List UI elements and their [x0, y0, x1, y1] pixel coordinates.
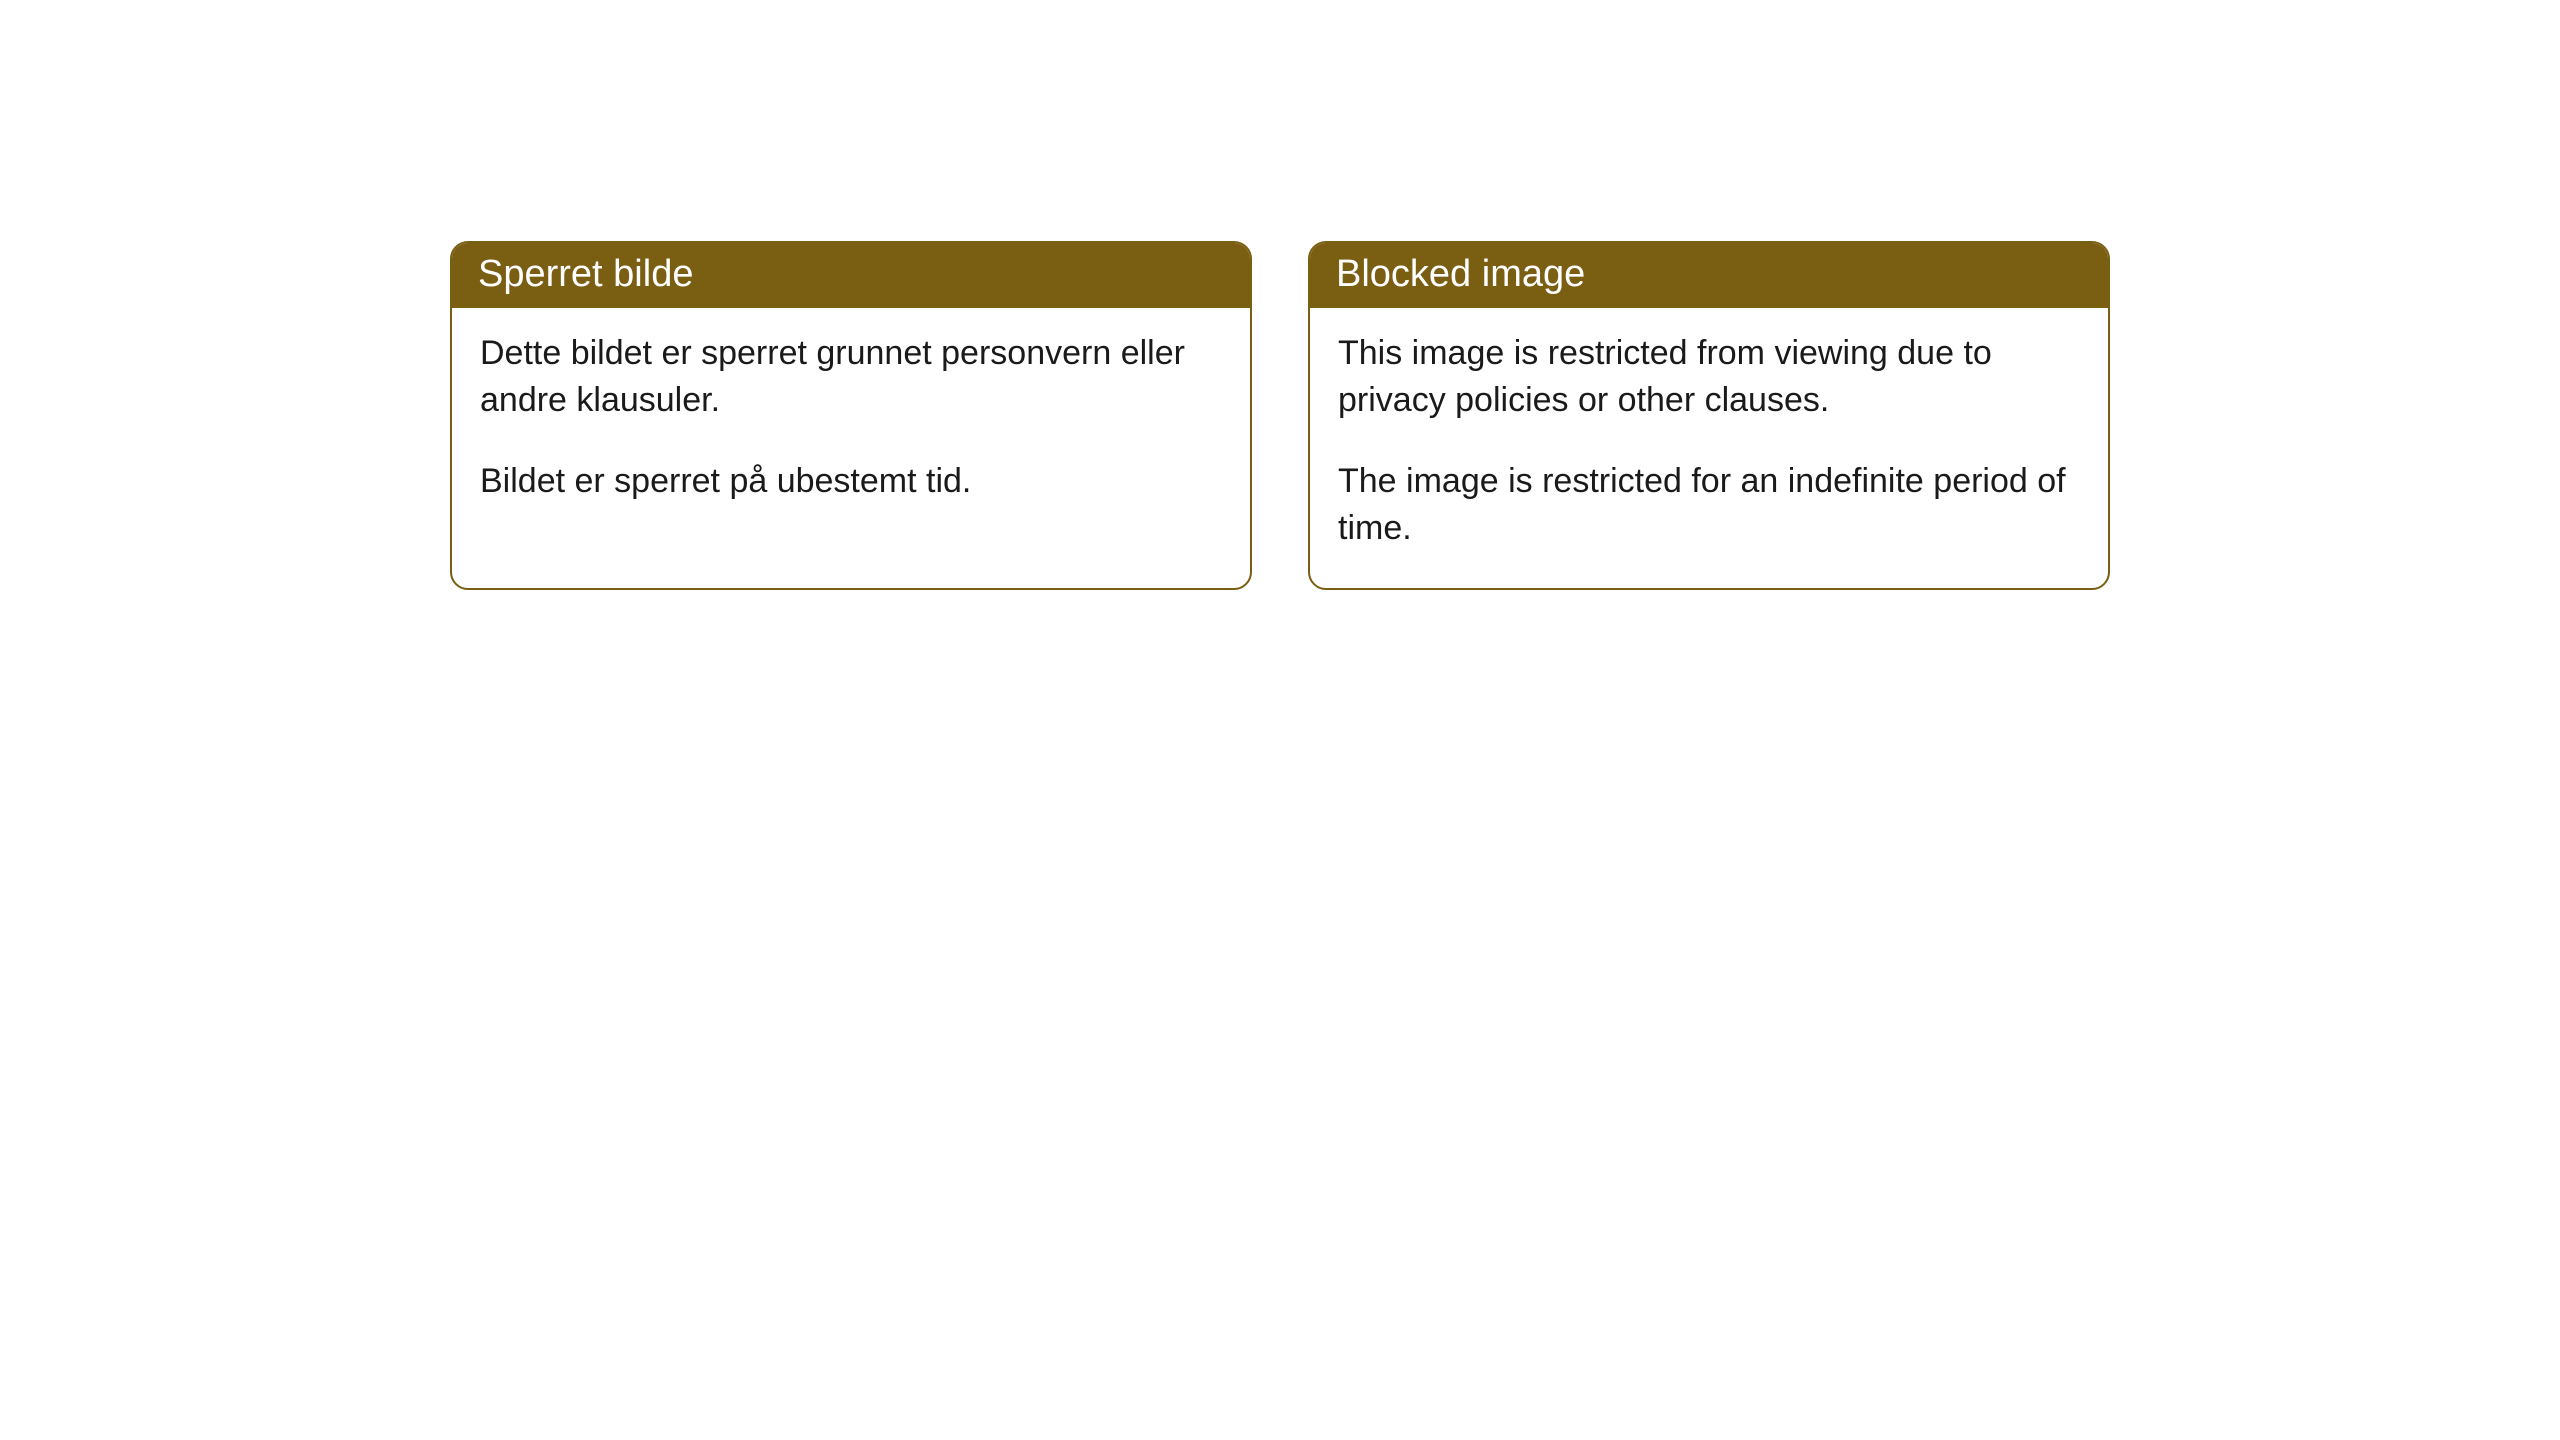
card-paragraph: The image is restricted for an indefinit…: [1338, 458, 2080, 552]
notice-container: Sperret bilde Dette bildet er sperret gr…: [0, 0, 2560, 590]
card-paragraph: Dette bildet er sperret grunnet personve…: [480, 330, 1222, 424]
card-body: This image is restricted from viewing du…: [1310, 308, 2108, 588]
card-body: Dette bildet er sperret grunnet personve…: [452, 308, 1250, 541]
blocked-image-card-no: Sperret bilde Dette bildet er sperret gr…: [450, 241, 1252, 590]
card-paragraph: Bildet er sperret på ubestemt tid.: [480, 458, 1222, 505]
card-header: Sperret bilde: [452, 243, 1250, 308]
card-header: Blocked image: [1310, 243, 2108, 308]
card-paragraph: This image is restricted from viewing du…: [1338, 330, 2080, 424]
blocked-image-card-en: Blocked image This image is restricted f…: [1308, 241, 2110, 590]
